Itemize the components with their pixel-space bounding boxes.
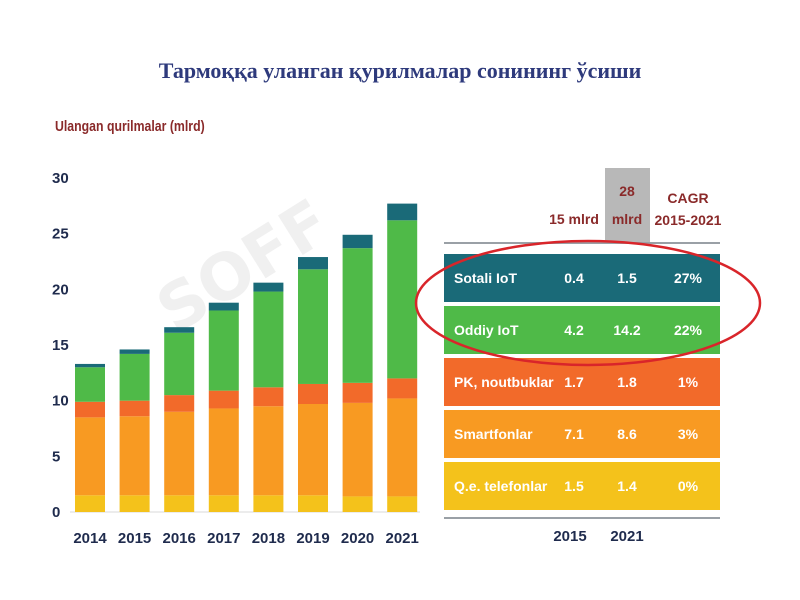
bar-segment [208, 390, 239, 409]
table-year-label: 2015 [553, 528, 586, 545]
table-cell-2015: 7.1 [564, 426, 584, 442]
bar-segment [164, 327, 195, 333]
table-row-label: Smartfonlar [454, 426, 533, 442]
x-tick-label: 2017 [207, 530, 240, 547]
header-2021-total: 28 [619, 183, 635, 199]
header-highlight [605, 168, 650, 242]
bar-segment [164, 332, 195, 396]
bar-segment [253, 282, 284, 292]
table-row-label: Q.e. telefonlar [454, 478, 548, 494]
table-cell-cagr: 0% [678, 478, 699, 494]
table-cell-cagr: 1% [678, 374, 699, 390]
bar-segment [342, 496, 373, 512]
table-cell-2015: 4.2 [564, 322, 584, 338]
bar-segment [387, 398, 418, 497]
bar-segment [75, 367, 105, 402]
bar-segment [75, 401, 105, 418]
bar-segment [298, 404, 328, 496]
bar-segment [253, 387, 284, 407]
bar-segment [342, 234, 373, 249]
table-cell-2021: 1.8 [617, 374, 637, 390]
x-tick-label: 2014 [73, 530, 107, 547]
highlight-ellipse [414, 239, 762, 367]
table-cell-2021: 8.6 [617, 426, 637, 442]
table-cell-2021: 1.4 [617, 478, 637, 494]
header-2015-total: 15 mlrd [549, 211, 599, 227]
bar-segment [298, 383, 328, 405]
bar-segment [253, 406, 284, 496]
table-row [444, 254, 720, 302]
bar-segment [387, 203, 418, 221]
table-row-label: Oddiy IoT [454, 322, 519, 338]
table-row-label: PK, noutbuklar [454, 374, 554, 390]
bar-segment [208, 495, 239, 512]
table-cell-2021: 1.5 [617, 270, 637, 286]
bar-segment [119, 400, 150, 417]
table-cell-2015: 0.4 [564, 270, 584, 286]
table-row [444, 462, 720, 510]
y-tick-label: 0 [52, 504, 60, 521]
header-cagr: 2015-2021 [655, 212, 722, 228]
x-tick-label: 2018 [252, 530, 285, 547]
bar-segment [387, 378, 418, 399]
table-row-label: Sotali IoT [454, 270, 517, 286]
bar-segment [387, 220, 418, 379]
x-tick-label: 2019 [296, 530, 329, 547]
bar-segment [164, 411, 195, 496]
bar-segment [208, 302, 239, 311]
y-tick-label: 15 [52, 337, 69, 354]
bar-segment [298, 269, 328, 384]
bar-segment [119, 349, 150, 354]
bar-segment [253, 495, 284, 512]
table-cell-2021: 14.2 [613, 322, 640, 338]
bar-segment [342, 248, 373, 383]
bar-segment [342, 382, 373, 403]
x-tick-label: 2015 [118, 530, 151, 547]
bar-segment [75, 417, 105, 496]
y-tick-label: 5 [52, 448, 60, 465]
bar-segment [119, 495, 150, 512]
table-cell-cagr: 3% [678, 426, 699, 442]
bar-segment [119, 353, 150, 401]
bar-segment [253, 291, 284, 388]
bar-segment [208, 310, 239, 391]
table-cell-cagr: 27% [674, 270, 703, 286]
bar-segment [208, 408, 239, 496]
table-cell-cagr: 22% [674, 322, 703, 338]
header-2021-total: mlrd [612, 211, 642, 227]
table-row [444, 306, 720, 354]
bar-segment [298, 257, 328, 270]
y-axis-label: Ulangan qurilmalar (mlrd) [55, 118, 205, 135]
x-tick-label: 2020 [341, 530, 374, 547]
x-tick-label: 2016 [163, 530, 196, 547]
bar-segment [387, 496, 418, 512]
header-cagr: CAGR [667, 190, 708, 206]
table-cell-2015: 1.5 [564, 478, 584, 494]
bar-segment [75, 363, 105, 368]
bar-segment [342, 402, 373, 497]
bar-segment [119, 416, 150, 496]
y-tick-label: 30 [52, 170, 69, 187]
table-year-label: 2021 [610, 528, 643, 545]
bar-segment [298, 495, 328, 512]
bar-segment [164, 495, 195, 512]
y-tick-label: 10 [52, 393, 69, 410]
bar-segment [75, 495, 105, 512]
table-row [444, 410, 720, 458]
x-tick-label: 2021 [386, 530, 419, 547]
table-cell-2015: 1.7 [564, 374, 584, 390]
y-tick-label: 25 [52, 226, 69, 243]
y-tick-label: 20 [52, 281, 69, 298]
page-title: Тармоққа уланган қурилмалар сонининг ўси… [158, 58, 642, 83]
bar-segment [164, 395, 195, 412]
